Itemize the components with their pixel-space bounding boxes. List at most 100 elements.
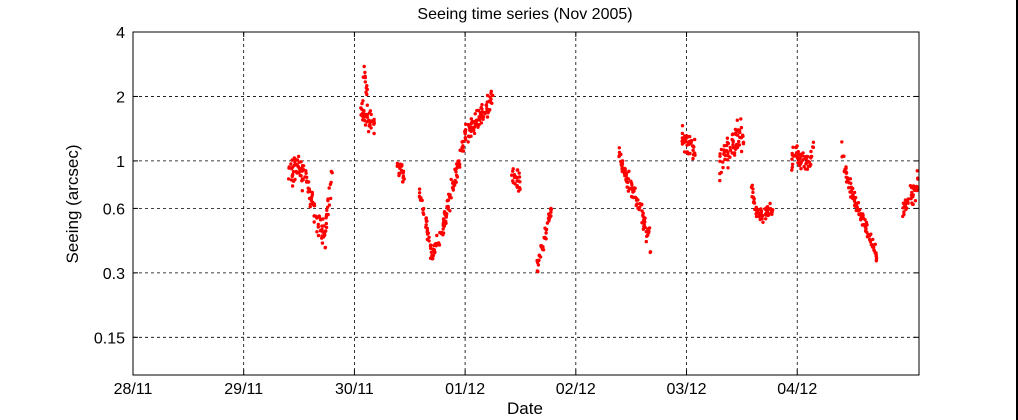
data-point [621,159,625,163]
data-point [851,186,855,191]
data-point [739,125,744,130]
data-point [290,174,294,179]
data-point [721,160,725,164]
data-point [756,208,760,212]
data-point [320,234,324,238]
data-point [290,158,294,162]
data-point [479,121,484,125]
data-point [365,112,369,117]
data-point [451,188,455,192]
data-point [693,153,697,157]
data-point [441,227,445,231]
data-point [845,179,850,183]
data-point [312,220,316,224]
data-point [680,124,685,128]
data-point [758,217,762,222]
data-point [321,217,325,221]
data-point [904,207,908,212]
data-point [632,189,636,193]
data-point [725,140,730,145]
data-point [511,180,515,185]
data-point [360,107,364,112]
data-point [718,178,722,183]
data-point [856,209,861,213]
data-point [853,204,857,208]
data-point [544,231,548,235]
data-point [737,143,742,147]
data-point [861,216,866,221]
data-point [402,177,406,181]
data-point [757,211,761,216]
data-point [489,91,493,95]
plot-frame [132,31,920,376]
data-point [761,220,765,224]
data-point [421,207,425,211]
data-point [463,136,467,140]
y-axis-label: Seeing (arcsec) [63,144,82,263]
data-point [688,151,692,156]
data-point [425,237,430,242]
data-point [363,80,367,84]
data-point [456,165,460,169]
data-point [441,217,446,221]
data-point [901,206,905,210]
data-point [446,198,450,203]
data-point [325,212,329,217]
data-point [719,147,724,152]
data-point [549,207,554,212]
data-point [692,145,696,149]
data-point [849,189,854,193]
data-point [448,209,452,213]
data-point [401,174,406,178]
data-point [718,154,722,158]
data-point [290,184,295,188]
data-point [874,254,878,259]
data-point [759,209,764,213]
data-point [442,220,446,225]
data-point [435,233,439,238]
data-point [794,145,798,149]
data-point [902,210,906,214]
data-point [728,145,732,150]
data-point [486,111,490,115]
data-point [364,86,368,90]
data-point [685,134,689,138]
data-point [871,237,875,242]
data-point [316,222,320,227]
data-point [790,165,794,169]
data-point [624,177,628,182]
data-point [718,152,722,156]
data-point [842,154,846,158]
data-point [791,145,795,149]
data-point [848,177,853,181]
data-point [809,149,813,154]
data-point [722,148,726,152]
y-tick-label: 4 [116,25,125,42]
data-point [811,145,816,150]
data-point [739,149,744,154]
data-point [321,230,325,234]
data-point [460,149,464,153]
data-point [324,225,329,230]
data-point [680,136,685,140]
data-point [798,162,803,166]
data-point [728,148,733,152]
data-point [473,112,477,116]
data-point [474,121,478,126]
data-point [316,233,321,238]
data-point [768,201,772,206]
data-point [369,119,374,123]
data-point [429,243,433,247]
data-point [446,192,451,196]
data-point [723,157,727,162]
data-point [854,195,858,200]
data-point [432,250,437,254]
data-point [398,171,402,176]
data-point [799,152,804,157]
data-point [691,148,695,152]
data-point [330,171,334,175]
data-point [801,158,805,162]
data-point [725,136,730,140]
data-point [323,246,327,250]
data-point [724,149,729,153]
